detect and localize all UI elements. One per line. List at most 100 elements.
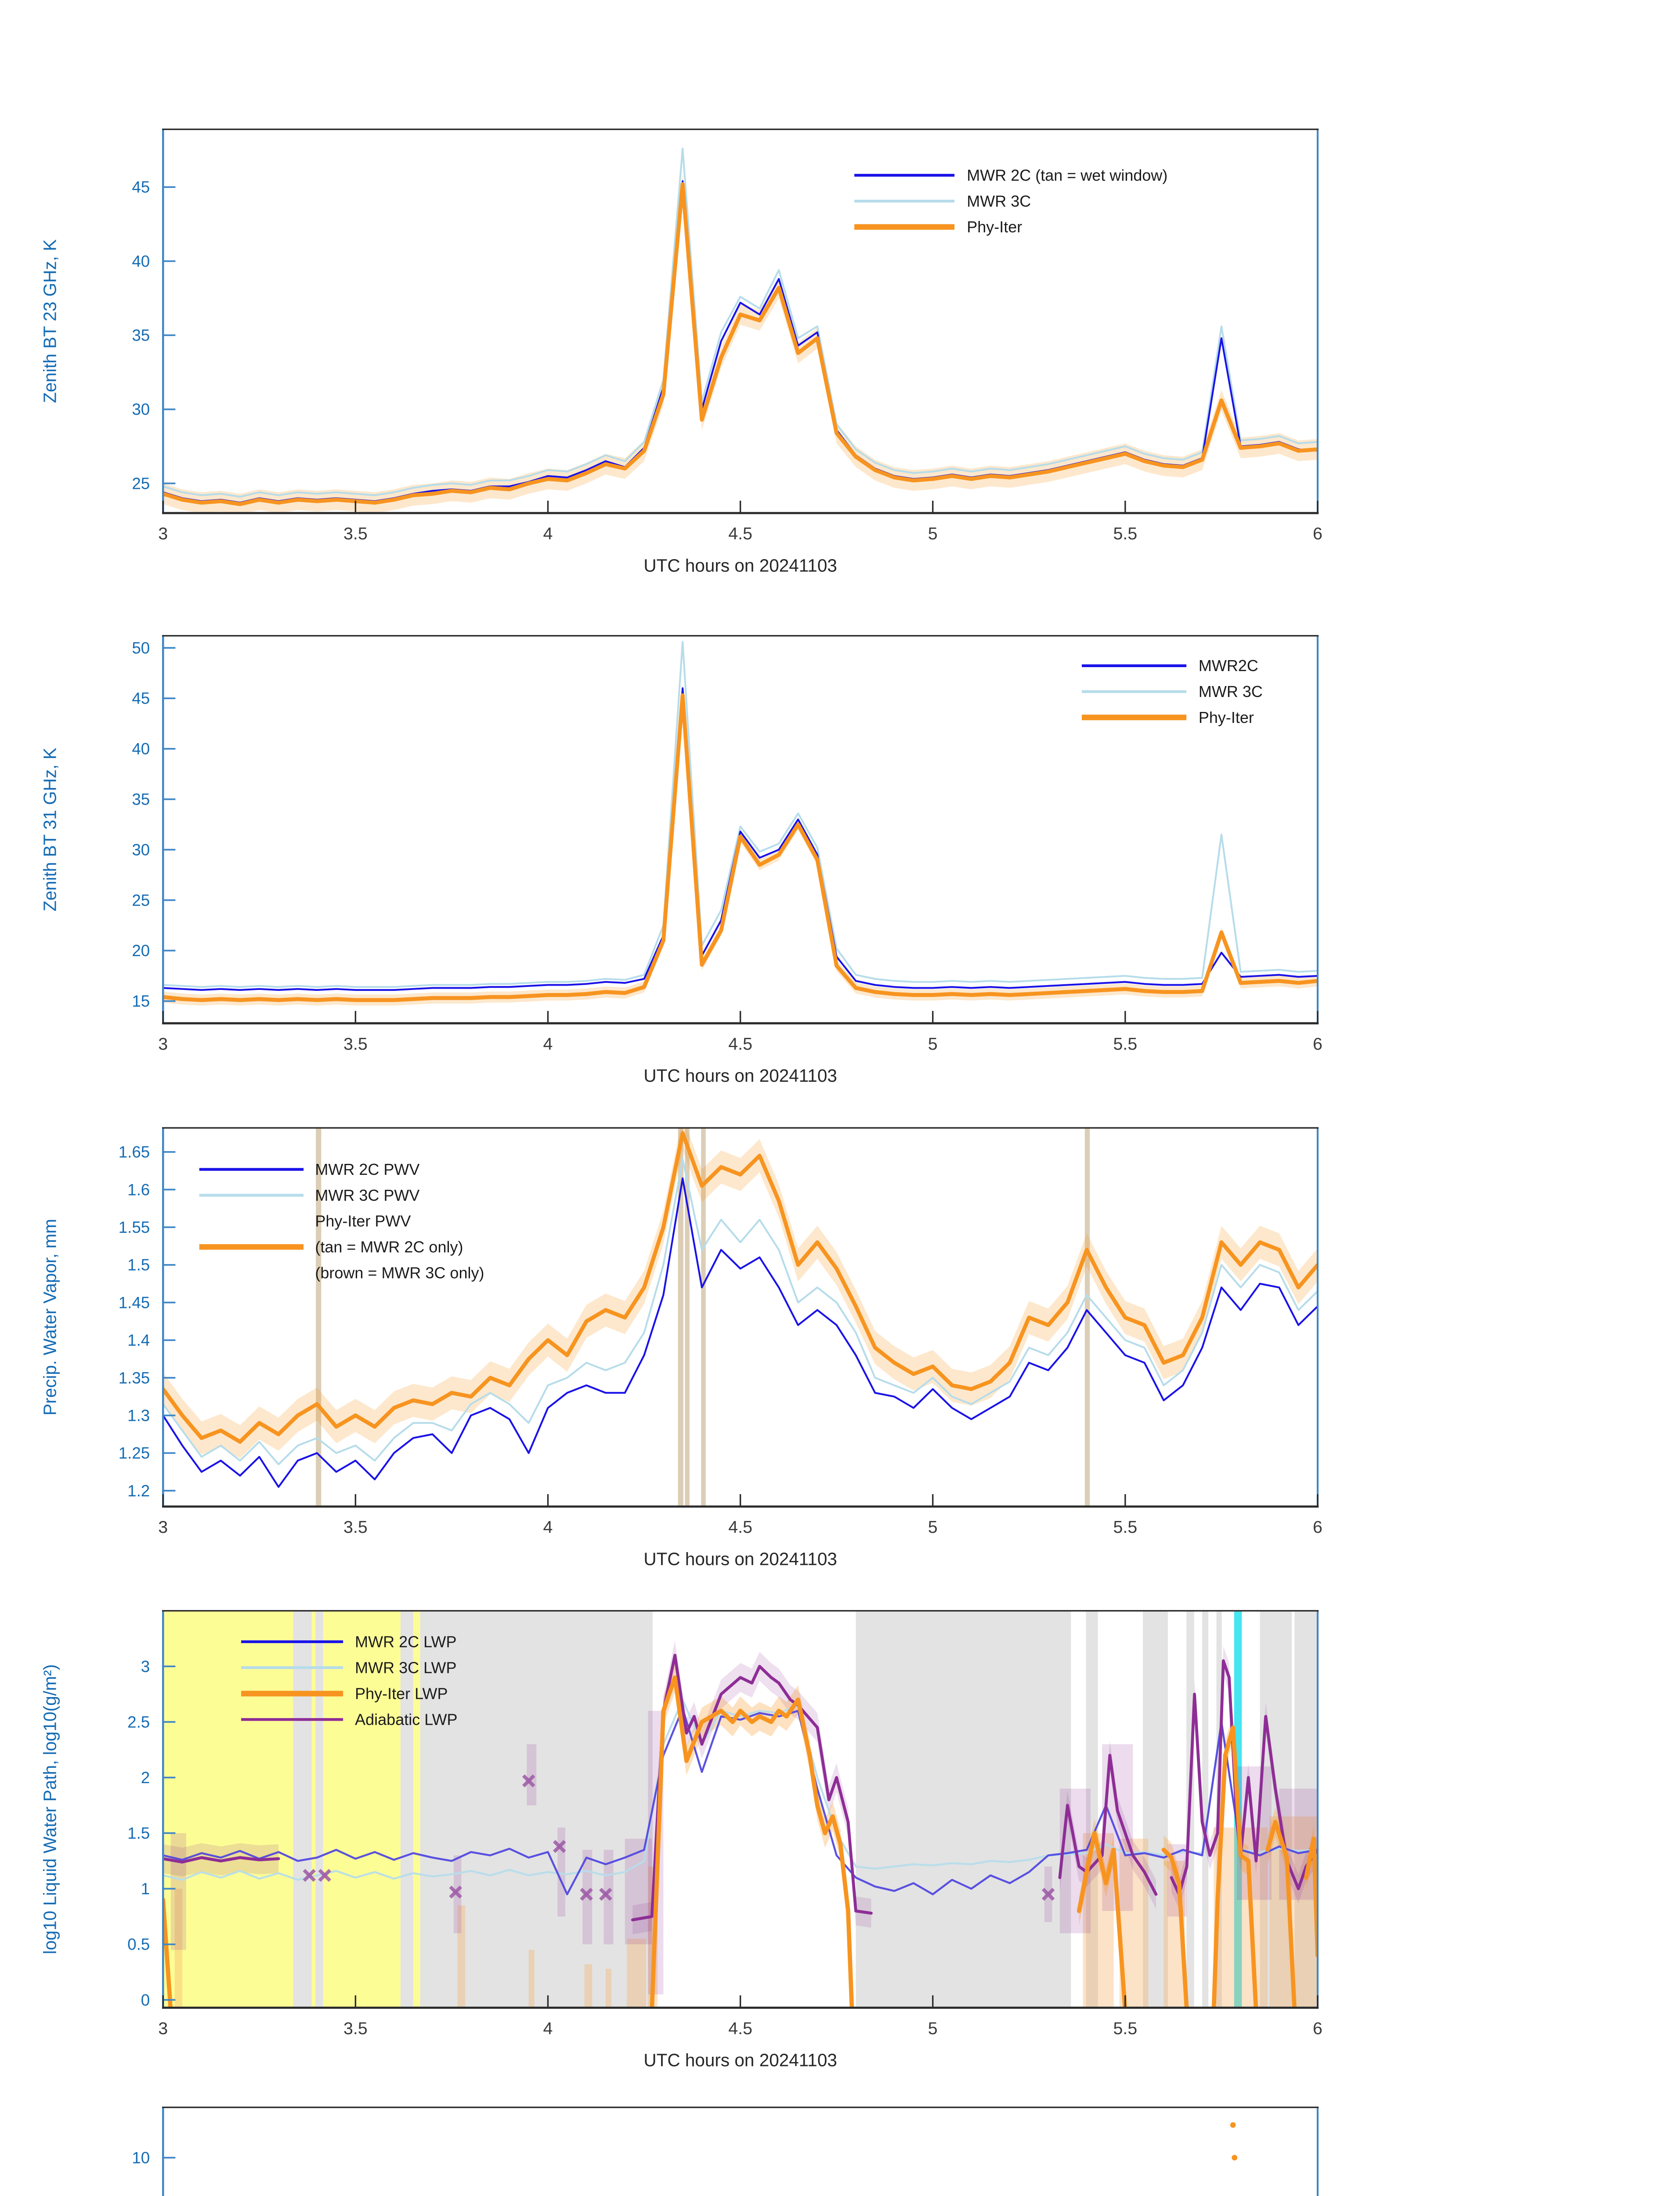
series-line-phy-iter-lwp xyxy=(650,1675,854,2008)
y-axis-label: Zenith BT 23 GHz, K xyxy=(40,239,60,403)
series-line-mwr-2c-lwp xyxy=(163,1708,1318,1896)
series-line-mwr-2c-pwv xyxy=(163,1177,1318,1488)
series-line-phy-iter-lwp xyxy=(1211,1725,1258,2008)
uncertainty-ribbon xyxy=(163,173,1318,513)
x-axis-label: UTC hours on 20241103 xyxy=(643,1065,837,1086)
legend-pwv: MWR 2C PWV MWR 3C PWV Phy-Iter PWV (tan = M… xyxy=(199,1160,484,1282)
x-tick-label: 6 xyxy=(1313,1034,1322,1054)
x-tick-label: 3.5 xyxy=(343,1517,368,1537)
wet-window-yellow-band xyxy=(311,1611,316,2008)
legend-label: MWR 2C LWP xyxy=(355,1633,456,1651)
legend-label: MWR 3C PWV xyxy=(315,1186,419,1204)
purple-uncertainty-band xyxy=(170,1833,186,1950)
y-tick-label: 1.4 xyxy=(127,1331,150,1349)
legend-label: Phy-Iter xyxy=(967,218,1022,236)
x-tick-label: 6 xyxy=(1313,2019,1322,2038)
chart-bt23: 25 30 35 40 45 3 3.5 4 4.5 5 5.5 6 UTC hours on 2024… xyxy=(40,128,1322,575)
y-tick-label: 30 xyxy=(132,401,150,419)
y-tick-label: 1.25 xyxy=(119,1444,150,1462)
x-tick-label: 4.5 xyxy=(728,1517,752,1537)
x-tick-label: 3 xyxy=(158,1034,168,1054)
y-tick-label: 30 xyxy=(132,841,150,859)
x-tick-label: 5.5 xyxy=(1113,2019,1138,2038)
legend-label: MWR2C xyxy=(1199,657,1258,675)
series-line-mwr-3c xyxy=(163,148,1318,498)
x-tick-label: 3.5 xyxy=(343,1034,368,1054)
y-tick-label: 1.45 xyxy=(119,1293,150,1311)
y-tick-label: 15 xyxy=(132,992,150,1010)
series-line-phy-iter-lwp xyxy=(1161,1847,1189,2008)
y-tick-label: 35 xyxy=(132,791,150,809)
y-tick-label: 0.5 xyxy=(127,1936,150,1954)
orange-uncertainty-band xyxy=(528,1950,535,2008)
plot-area-bt23 xyxy=(163,148,1318,513)
y-tick-label: 25 xyxy=(132,474,150,492)
y-axis-label: log10 Liquid Water Path, log10(g/m²) xyxy=(40,1664,60,1954)
x-tick-label: 6 xyxy=(1313,1517,1322,1537)
x-marker xyxy=(553,1840,566,1853)
y-tick-label: 25 xyxy=(132,891,150,909)
legend-bt23: MWR 2C (tan = wet window) MWR 3C Phy-Iter xyxy=(854,166,1167,236)
uncertainty-ribbon xyxy=(1059,1741,1156,1909)
x-tick-label: 4.5 xyxy=(728,2019,752,2038)
tan-band xyxy=(701,1128,706,1507)
gray-band xyxy=(1086,1611,1098,2008)
x-tick-label: 3 xyxy=(158,1517,168,1537)
x-tick-label: 6 xyxy=(1313,524,1322,543)
tan-band xyxy=(316,1128,322,1507)
x-tick-label: 3 xyxy=(158,524,168,543)
y-tick-label: 1.55 xyxy=(119,1218,150,1236)
y-tick-label: 1.3 xyxy=(127,1406,150,1424)
uncertainty-ribbon xyxy=(632,1640,871,1935)
series-line-phy-iter xyxy=(163,693,1318,1002)
orange-uncertainty-band xyxy=(457,1905,466,2008)
legend-label: Phy-Iter LWP xyxy=(355,1685,448,1703)
chart-lwp: 0 0.5 1 1.5 2 2.5 3 3 3.5 4 4.5 5 5.5 6 UTC hours on 2… xyxy=(40,1610,1322,2070)
x-marker xyxy=(303,1869,316,1882)
x-axis-label: UTC hours on 20241103 xyxy=(643,2050,837,2070)
series-line-phy-iter-lwp xyxy=(1077,1831,1127,2008)
x-tick-label: 5 xyxy=(928,1517,938,1537)
legend-label: Phy-Iter PWV xyxy=(315,1212,411,1230)
x-marker xyxy=(522,1774,535,1788)
dq-flag-dot xyxy=(1232,2155,1238,2161)
gray-band xyxy=(1260,1611,1292,2008)
y-tick-label: 2 xyxy=(141,1769,150,1787)
legend-label: (tan = MWR 2C only) xyxy=(315,1238,463,1256)
plot-area-bt31 xyxy=(163,641,1318,1006)
x-tick-label: 5.5 xyxy=(1113,524,1138,543)
x-tick-label: 4.5 xyxy=(728,524,752,543)
wet-window-yellow-band xyxy=(163,1611,293,2008)
x-tick-label: 4 xyxy=(543,2019,553,2038)
y-tick-label: 0 xyxy=(141,1991,150,2009)
legend-label: Phy-Iter xyxy=(1199,708,1254,726)
gray-band xyxy=(293,1611,312,2008)
legend-label: (brown = MWR 3C only) xyxy=(315,1264,484,1282)
series-line-phy-iter-lwp xyxy=(1265,1820,1297,2008)
series-line-phy-iter-lwp xyxy=(1304,1836,1318,1958)
purple-uncertainty-band xyxy=(1059,1788,1091,1933)
x-tick-label: 5 xyxy=(928,1034,938,1054)
y-axis-label: Precip. Water Vapor, mm xyxy=(40,1219,60,1416)
y-tick-label: 3 xyxy=(141,1658,150,1676)
tan-band xyxy=(1084,1128,1090,1507)
y-tick-label: 1.2 xyxy=(127,1482,150,1500)
x-axis-label: UTC hours on 20241103 xyxy=(643,555,837,575)
x-marker xyxy=(580,1888,593,1901)
x-marker xyxy=(1041,1888,1055,1901)
legend-label: MWR 3C LWP xyxy=(355,1658,456,1676)
y-tick-label: 2.5 xyxy=(127,1713,150,1731)
plot-area-lwp xyxy=(163,1611,1318,2008)
series-line-mwr-3c xyxy=(163,641,1318,988)
legend-bt31: MWR2C MWR 3C Phy-Iter xyxy=(1081,657,1263,726)
y-tick-label: 1.6 xyxy=(127,1181,150,1199)
y-tick-label: 50 xyxy=(132,639,150,657)
x-tick-label: 3.5 xyxy=(343,524,368,543)
uncertainty-ribbon xyxy=(163,1127,1318,1459)
gray-band xyxy=(420,1611,653,2008)
legend-lwp: MWR 2C LWP MWR 3C LWP Phy-Iter LWP Adiabati… xyxy=(241,1633,458,1728)
x-tick-label: 3.5 xyxy=(343,2019,368,2038)
wet-window-yellow-band xyxy=(413,1611,420,2008)
y-tick-label: 1.5 xyxy=(127,1824,150,1842)
